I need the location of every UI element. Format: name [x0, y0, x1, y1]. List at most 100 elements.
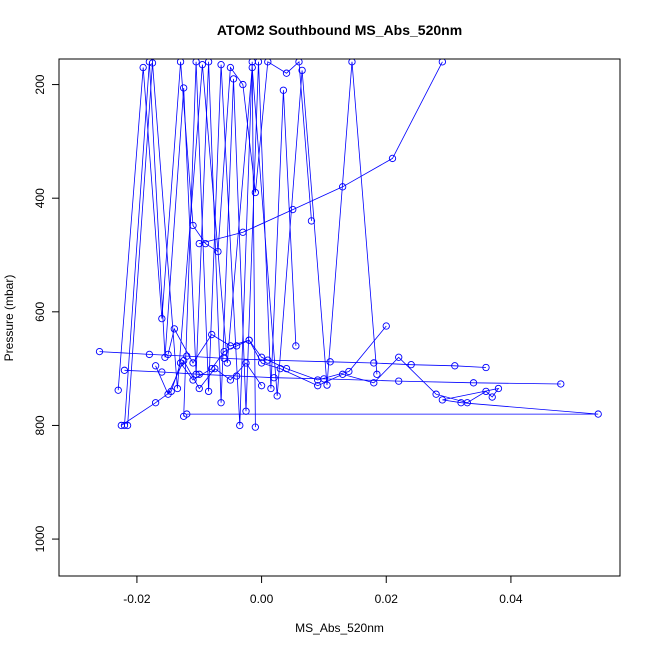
series-line	[124, 61, 297, 426]
data-point	[242, 407, 250, 415]
data-point	[469, 379, 478, 387]
data-point	[226, 376, 235, 384]
data-point	[211, 364, 219, 373]
series-line	[155, 359, 262, 396]
x-tick-label: -0.02	[123, 592, 151, 606]
data-point	[176, 59, 185, 66]
data-point	[204, 59, 213, 66]
data-point	[195, 239, 203, 248]
data-point	[180, 357, 188, 365]
data-point	[145, 350, 154, 359]
data-point	[123, 421, 132, 430]
y-tick-label: 200	[33, 74, 47, 94]
data-point	[173, 384, 182, 393]
data-point	[273, 392, 281, 400]
data-point	[248, 59, 256, 66]
data-point	[282, 69, 291, 77]
data-point	[395, 377, 403, 385]
data-point	[180, 412, 188, 421]
series-line	[183, 61, 256, 428]
data-point	[279, 86, 288, 94]
x-tick-label: 0.02	[375, 592, 399, 606]
data-point	[370, 359, 378, 367]
data-point	[370, 379, 378, 387]
data-point	[217, 399, 225, 407]
data-point	[267, 384, 275, 393]
data-point	[407, 361, 415, 369]
x-tick-label: 0.04	[499, 592, 523, 606]
data-point	[120, 366, 129, 374]
data-point	[292, 342, 300, 350]
x-axis: -0.02 0.00 0.02 0.04	[123, 575, 523, 606]
data-point	[594, 410, 602, 418]
data-point	[170, 325, 178, 333]
data-point	[494, 384, 503, 393]
x-axis-label: MS_Abs_520nm	[295, 621, 384, 635]
series-line	[117, 60, 312, 391]
x-tick-label: 0.00	[250, 592, 274, 606]
data-point	[145, 59, 154, 66]
data-point	[438, 59, 446, 66]
data-point	[151, 399, 160, 407]
data-point	[307, 217, 316, 225]
data-point	[326, 358, 334, 366]
plot-frame	[58, 58, 621, 577]
data-point	[226, 342, 235, 350]
data-point	[557, 380, 565, 388]
data-point	[257, 353, 266, 361]
series-line	[99, 351, 487, 368]
data-point	[282, 364, 291, 373]
data-point	[226, 63, 235, 72]
y-axis-label: Pressure (mbar)	[2, 275, 16, 362]
data-point	[482, 363, 490, 372]
data-point	[114, 386, 122, 394]
y-axis: 200 400 600 800 1000	[33, 74, 60, 552]
series-line	[124, 369, 561, 385]
data-point	[164, 390, 172, 398]
data-point	[323, 381, 331, 389]
data-point	[151, 362, 160, 370]
y-tick-label: 800	[33, 415, 47, 435]
data-point	[257, 382, 266, 390]
data-point	[208, 330, 216, 339]
series-line	[199, 61, 443, 244]
data-point	[373, 370, 381, 378]
data-point	[314, 376, 322, 384]
data-point	[242, 359, 250, 367]
data-point	[264, 59, 272, 66]
data-point	[298, 66, 306, 75]
data-point	[192, 59, 200, 66]
data-point	[348, 59, 356, 66]
data-point	[338, 183, 347, 191]
data-point	[198, 61, 207, 69]
data-point	[395, 353, 403, 361]
data-point	[148, 59, 157, 67]
data-point	[251, 423, 260, 431]
data-point	[345, 367, 353, 376]
data-point	[438, 396, 446, 404]
data-point	[236, 421, 244, 430]
series-layer	[95, 59, 602, 431]
data-point	[251, 188, 260, 197]
data-point	[239, 228, 247, 236]
data-point	[164, 350, 172, 359]
y-tick-label: 600	[33, 301, 47, 321]
data-point	[217, 61, 225, 69]
data-point	[289, 205, 297, 214]
data-point	[451, 362, 459, 370]
data-point	[239, 80, 247, 89]
data-point	[488, 393, 496, 401]
data-point	[388, 154, 397, 163]
chart-title: ATOM2 Southbound MS_Abs_520nm	[217, 22, 462, 38]
data-point	[158, 314, 166, 323]
data-point	[432, 390, 440, 398]
data-point	[204, 387, 213, 396]
data-point	[180, 84, 188, 92]
data-point	[139, 63, 147, 72]
data-point	[314, 382, 322, 390]
data-point	[229, 75, 238, 83]
data-point	[120, 421, 129, 430]
data-point	[457, 399, 465, 407]
data-point	[482, 387, 490, 396]
data-point	[382, 322, 390, 330]
